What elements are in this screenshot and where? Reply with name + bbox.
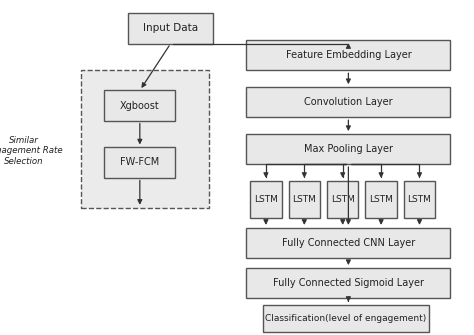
Text: LSTM: LSTM <box>254 195 278 204</box>
Text: LSTM: LSTM <box>408 195 431 204</box>
FancyBboxPatch shape <box>404 181 435 218</box>
FancyBboxPatch shape <box>246 87 450 117</box>
FancyBboxPatch shape <box>365 181 397 218</box>
FancyBboxPatch shape <box>104 147 175 178</box>
Text: Max Pooling Layer: Max Pooling Layer <box>304 144 393 154</box>
FancyBboxPatch shape <box>246 228 450 258</box>
Text: Classification(level of engagement): Classification(level of engagement) <box>265 314 427 323</box>
Text: LSTM: LSTM <box>331 195 355 204</box>
Text: Fully Connected CNN Layer: Fully Connected CNN Layer <box>282 238 415 248</box>
Text: Feature Embedding Layer: Feature Embedding Layer <box>285 50 411 60</box>
Text: Xgboost: Xgboost <box>120 100 160 111</box>
FancyBboxPatch shape <box>246 268 450 298</box>
Text: Convolution Layer: Convolution Layer <box>304 97 392 107</box>
FancyBboxPatch shape <box>246 40 450 70</box>
Text: LSTM: LSTM <box>369 195 393 204</box>
FancyBboxPatch shape <box>128 13 213 44</box>
FancyBboxPatch shape <box>327 181 358 218</box>
FancyBboxPatch shape <box>104 90 175 121</box>
Text: LSTM: LSTM <box>292 195 316 204</box>
Text: FW-FCM: FW-FCM <box>120 157 159 168</box>
Text: Input Data: Input Data <box>143 23 198 34</box>
FancyBboxPatch shape <box>263 305 429 332</box>
Text: Fully Connected Sigmoid Layer: Fully Connected Sigmoid Layer <box>273 278 424 288</box>
FancyBboxPatch shape <box>81 70 209 208</box>
FancyBboxPatch shape <box>250 181 282 218</box>
FancyBboxPatch shape <box>246 134 450 164</box>
FancyBboxPatch shape <box>289 181 320 218</box>
Text: Similar
Engagement Rate
Selection: Similar Engagement Rate Selection <box>0 136 63 165</box>
